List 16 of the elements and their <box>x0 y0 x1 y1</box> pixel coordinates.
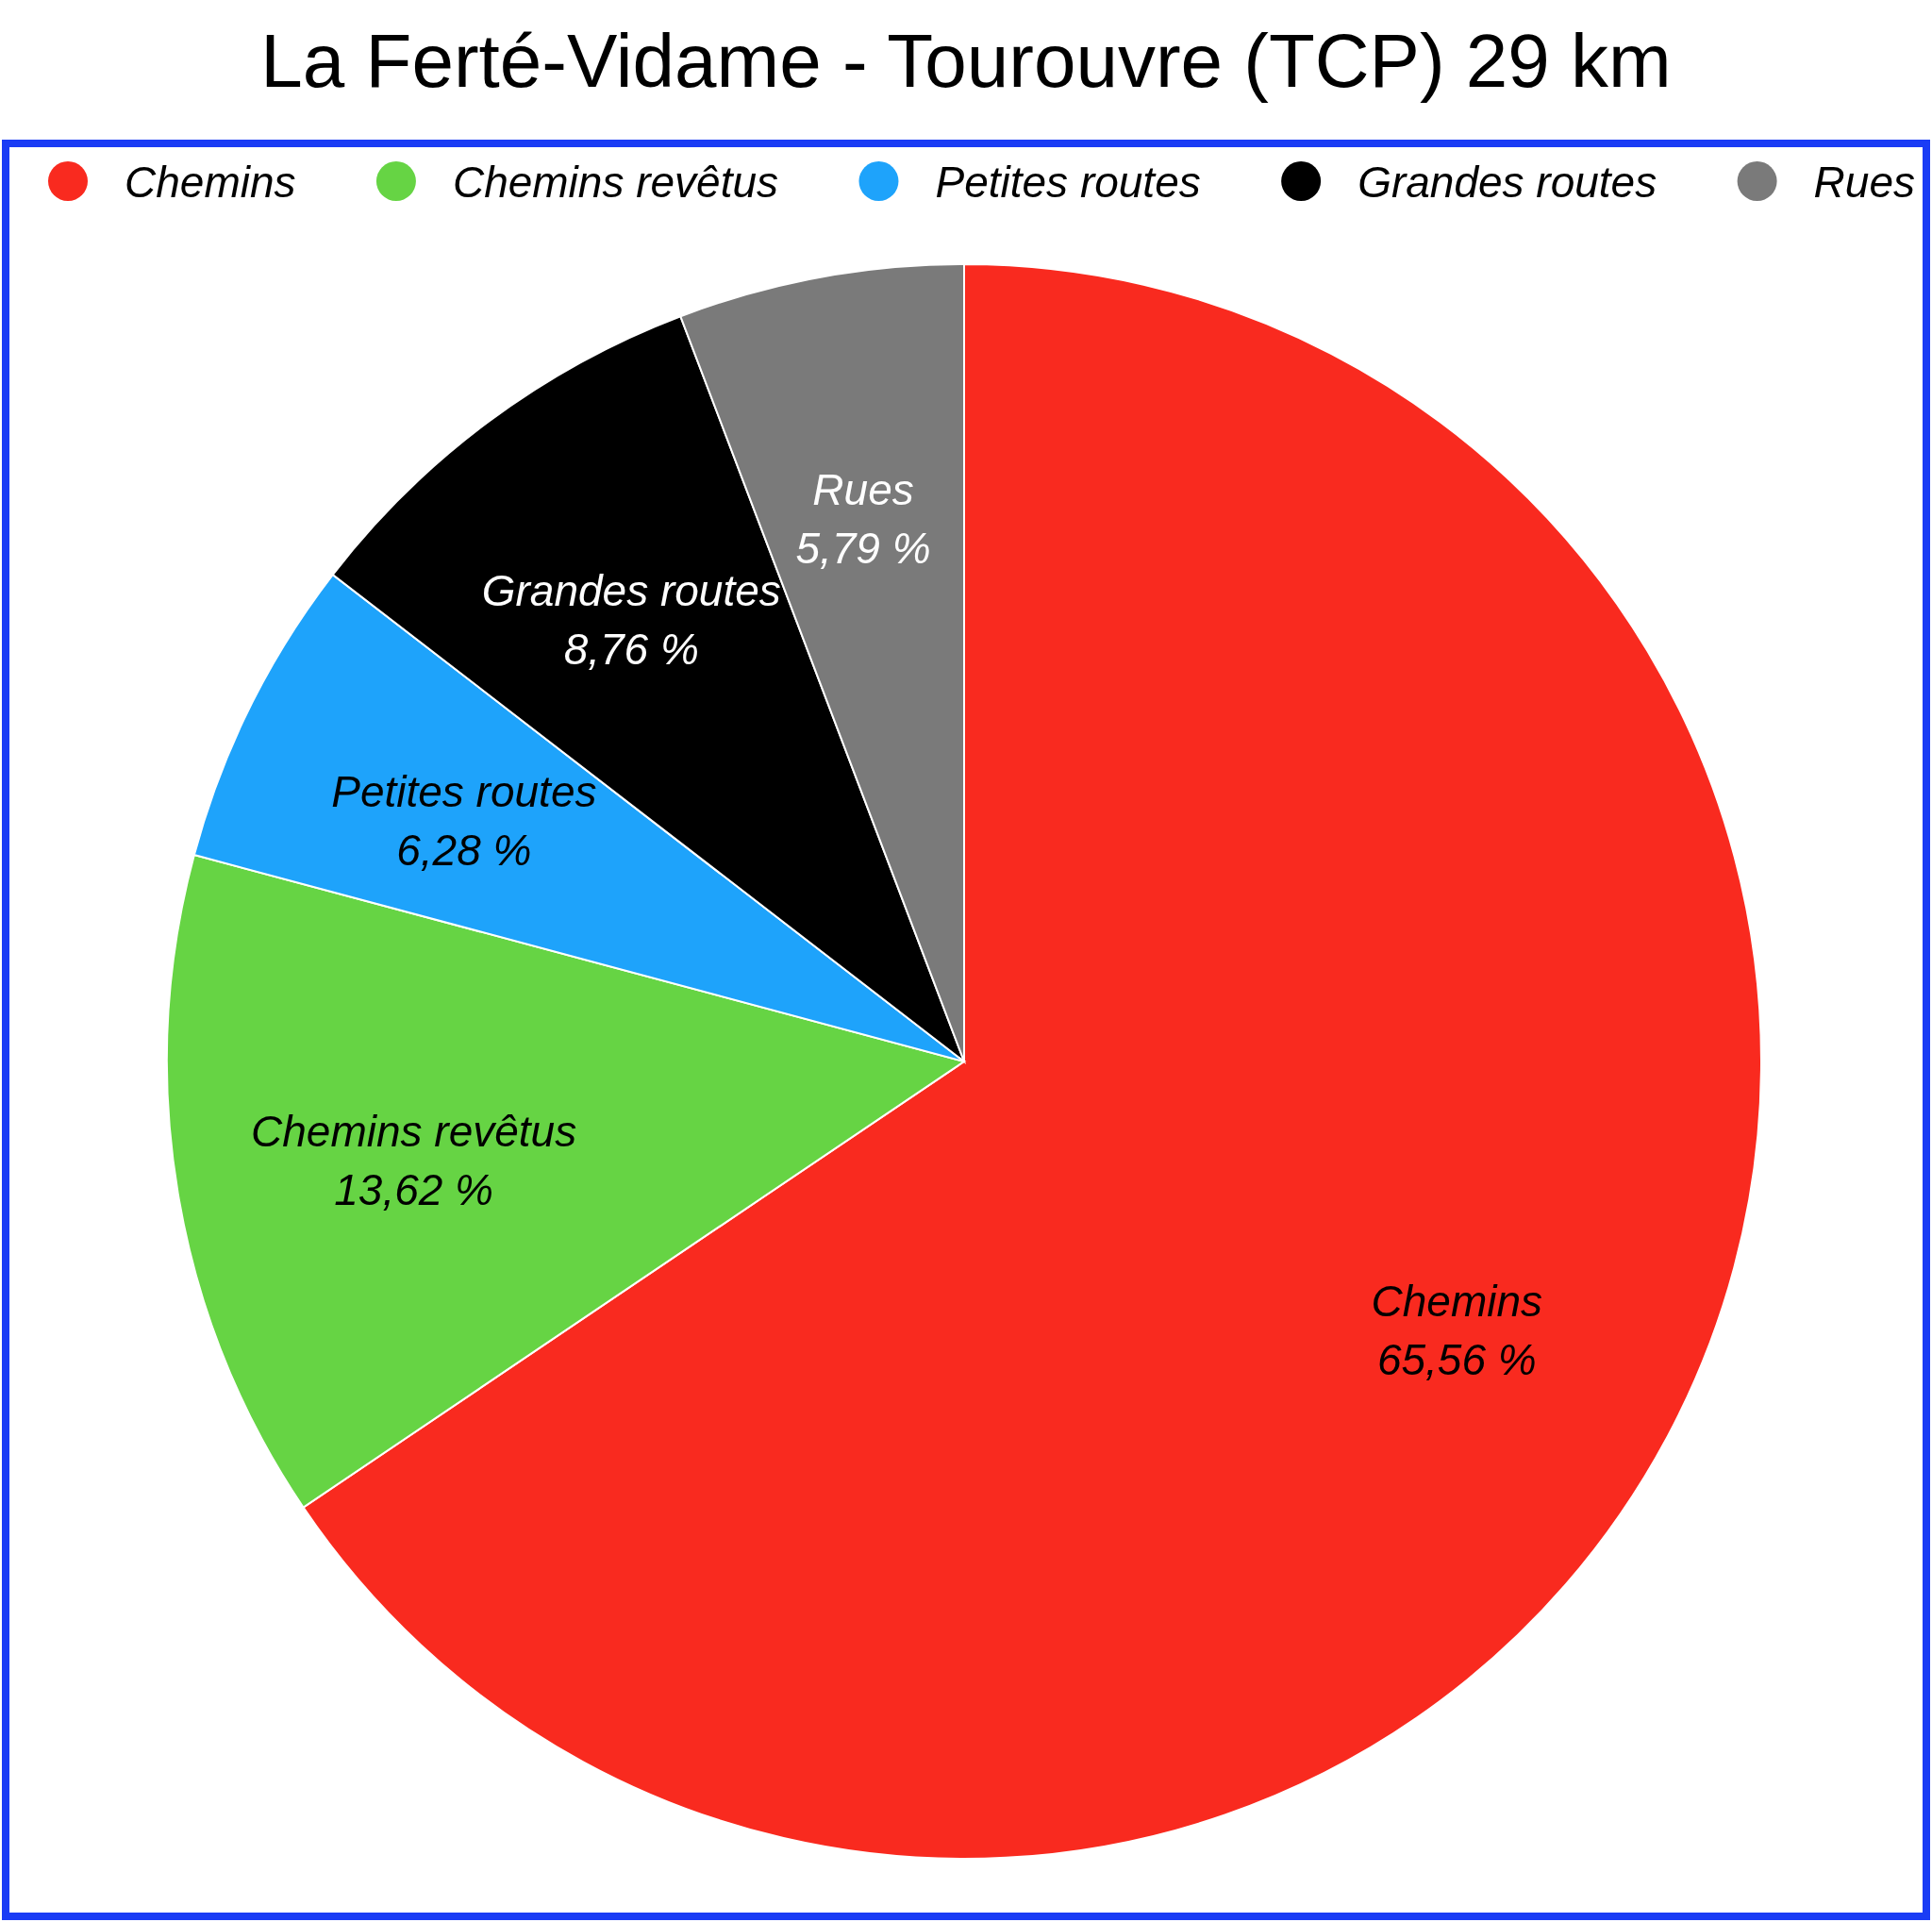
data-label: 8,76 % <box>563 625 699 675</box>
legend-label: Grandes routes <box>1357 158 1657 207</box>
data-label: 13,62 % <box>334 1164 493 1214</box>
legend-label: Chemins <box>125 158 296 207</box>
slice-label: Chemins revêtus <box>251 1106 577 1156</box>
data-label: 6,28 % <box>396 825 532 875</box>
legend-label: Petites routes <box>935 158 1201 207</box>
chart-title: La Ferté-Vidame - Tourouvre (TCP) 29 km <box>260 19 1672 103</box>
data-label: 65,56 % <box>1376 1334 1537 1384</box>
data-label: 5,79 % <box>795 524 931 574</box>
legend-label: Chemins revêtus <box>452 158 779 207</box>
slice-label: Petites routes <box>331 766 597 816</box>
slice-label: Chemins <box>1371 1276 1543 1326</box>
legend-label: Rues <box>1813 158 1915 207</box>
slice-label: Grandes routes <box>481 566 781 616</box>
slice-label: Rues <box>812 465 914 515</box>
